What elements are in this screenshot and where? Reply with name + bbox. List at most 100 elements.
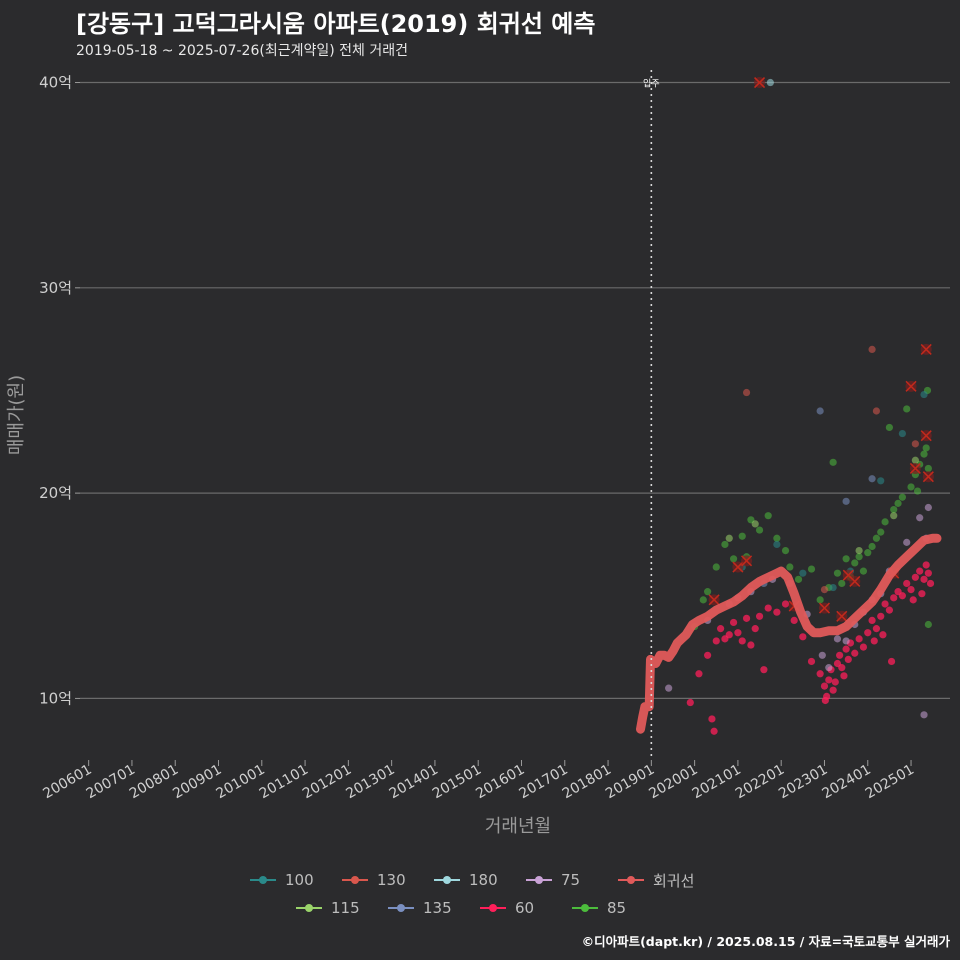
point-60 (751, 625, 759, 633)
point-85 (907, 483, 915, 491)
point-60 (840, 672, 848, 680)
outlier-x-mark (849, 575, 861, 587)
point-115 (855, 547, 863, 555)
point-115 (890, 512, 898, 520)
point-60 (851, 649, 859, 657)
point-115 (911, 456, 919, 464)
point-60 (831, 678, 839, 686)
outlier-x-mark (920, 343, 932, 355)
point-85 (721, 540, 729, 549)
point-60 (712, 637, 720, 645)
outlier-x-mark (753, 76, 766, 89)
point-85 (794, 575, 803, 583)
legend-row-1: 100 130 180 75 회귀선 (0, 866, 960, 894)
point-100 (773, 540, 781, 549)
point-75 (833, 635, 842, 643)
point-85 (868, 542, 876, 551)
y-tick-label: 30억 (39, 279, 72, 297)
credit-footer: ©디아파트(dapt.kr) / 2025.08.15 / 자료=국토교통부 실… (581, 934, 950, 949)
x-tick-label: 202301 (776, 762, 830, 803)
point-60 (738, 637, 746, 645)
chart-title: [강동구] 고덕그라시움 아파트(2019) 회귀선 예측 (76, 10, 596, 38)
legend-item-135[interactable]: 135 (388, 899, 480, 917)
y-axis: 10억 20억 30억 40억 (39, 74, 80, 707)
point-85 (898, 493, 906, 501)
point-130 (820, 586, 829, 594)
point-115 (751, 520, 759, 528)
point-60 (695, 670, 703, 678)
point-85 (894, 499, 902, 507)
point-60 (926, 579, 935, 588)
point-85 (872, 534, 881, 542)
point-60 (855, 635, 863, 643)
x-tick-label: 202101 (690, 762, 744, 803)
point-60 (755, 612, 764, 620)
point-85 (922, 444, 930, 452)
point-100 (829, 583, 837, 592)
point-85 (833, 569, 842, 577)
point-60 (734, 629, 742, 637)
point-60 (829, 686, 837, 694)
point-75 (665, 684, 673, 692)
legend-item-60[interactable]: 60 (480, 899, 572, 917)
point-60 (710, 727, 718, 735)
point-60 (920, 575, 928, 583)
x-axis-title: 거래년월 (485, 816, 551, 837)
point-130 (868, 345, 876, 354)
annotations: 입주 (643, 70, 660, 760)
x-tick-label: 201901 (603, 762, 657, 803)
legend-item-75[interactable]: 75 (526, 871, 618, 889)
legend-key-icon (250, 873, 276, 887)
point-60 (918, 590, 926, 598)
point-60 (881, 600, 889, 608)
point-60 (911, 573, 919, 581)
chart-subtitle: 2019-05-18 ~ 2025-07-26(최근계약일) 전체 거래건 (76, 43, 408, 59)
point-60 (868, 616, 876, 625)
x-tick-label: 201501 (430, 762, 484, 803)
x-tick-label: 200601 (40, 762, 94, 803)
point-60 (903, 579, 911, 588)
x-tick-label: 201801 (560, 762, 614, 803)
point-60 (916, 567, 924, 575)
outlier-x-mark (818, 602, 831, 614)
legend-item-180[interactable]: 180 (434, 871, 526, 889)
point-75 (818, 651, 826, 659)
x-axis: 2006012007012008012009012010012011012012… (40, 760, 917, 802)
point-60 (879, 631, 887, 639)
point-85 (890, 505, 898, 514)
point-60 (872, 625, 881, 633)
point-130 (911, 440, 919, 448)
outlier-x-mark (741, 555, 753, 567)
point-85 (885, 423, 894, 432)
point-60 (790, 616, 798, 625)
outlier-x-mark (920, 430, 932, 442)
point-85 (881, 518, 889, 526)
legend-item-130[interactable]: 130 (342, 871, 434, 889)
outlier-markers (708, 76, 934, 622)
legend-item-85[interactable]: 85 (572, 899, 664, 917)
legend-item-100[interactable]: 100 (250, 871, 342, 889)
x-tick-label: 201601 (473, 762, 527, 803)
point-85 (924, 464, 932, 473)
legend: 100 130 180 75 회귀선 115 135 60 (0, 866, 960, 922)
point-85 (903, 405, 911, 413)
legend-item-regression[interactable]: 회귀선 (618, 870, 710, 891)
point-85 (851, 559, 859, 567)
legend-item-115[interactable]: 115 (296, 899, 388, 917)
scatter-points (665, 78, 935, 735)
point-85 (773, 534, 781, 542)
point-60 (742, 614, 751, 622)
point-85 (924, 620, 932, 629)
point-60 (716, 625, 725, 633)
point-85 (829, 458, 837, 466)
point-60 (821, 696, 829, 705)
point-60 (836, 651, 844, 659)
point-60 (885, 606, 894, 614)
x-tick-label: 201301 (343, 762, 397, 803)
point-60 (877, 612, 885, 620)
point-85 (855, 553, 863, 561)
point-85 (838, 579, 846, 588)
legend-key-icon (526, 873, 552, 887)
point-85 (864, 549, 872, 557)
point-85 (807, 565, 816, 573)
